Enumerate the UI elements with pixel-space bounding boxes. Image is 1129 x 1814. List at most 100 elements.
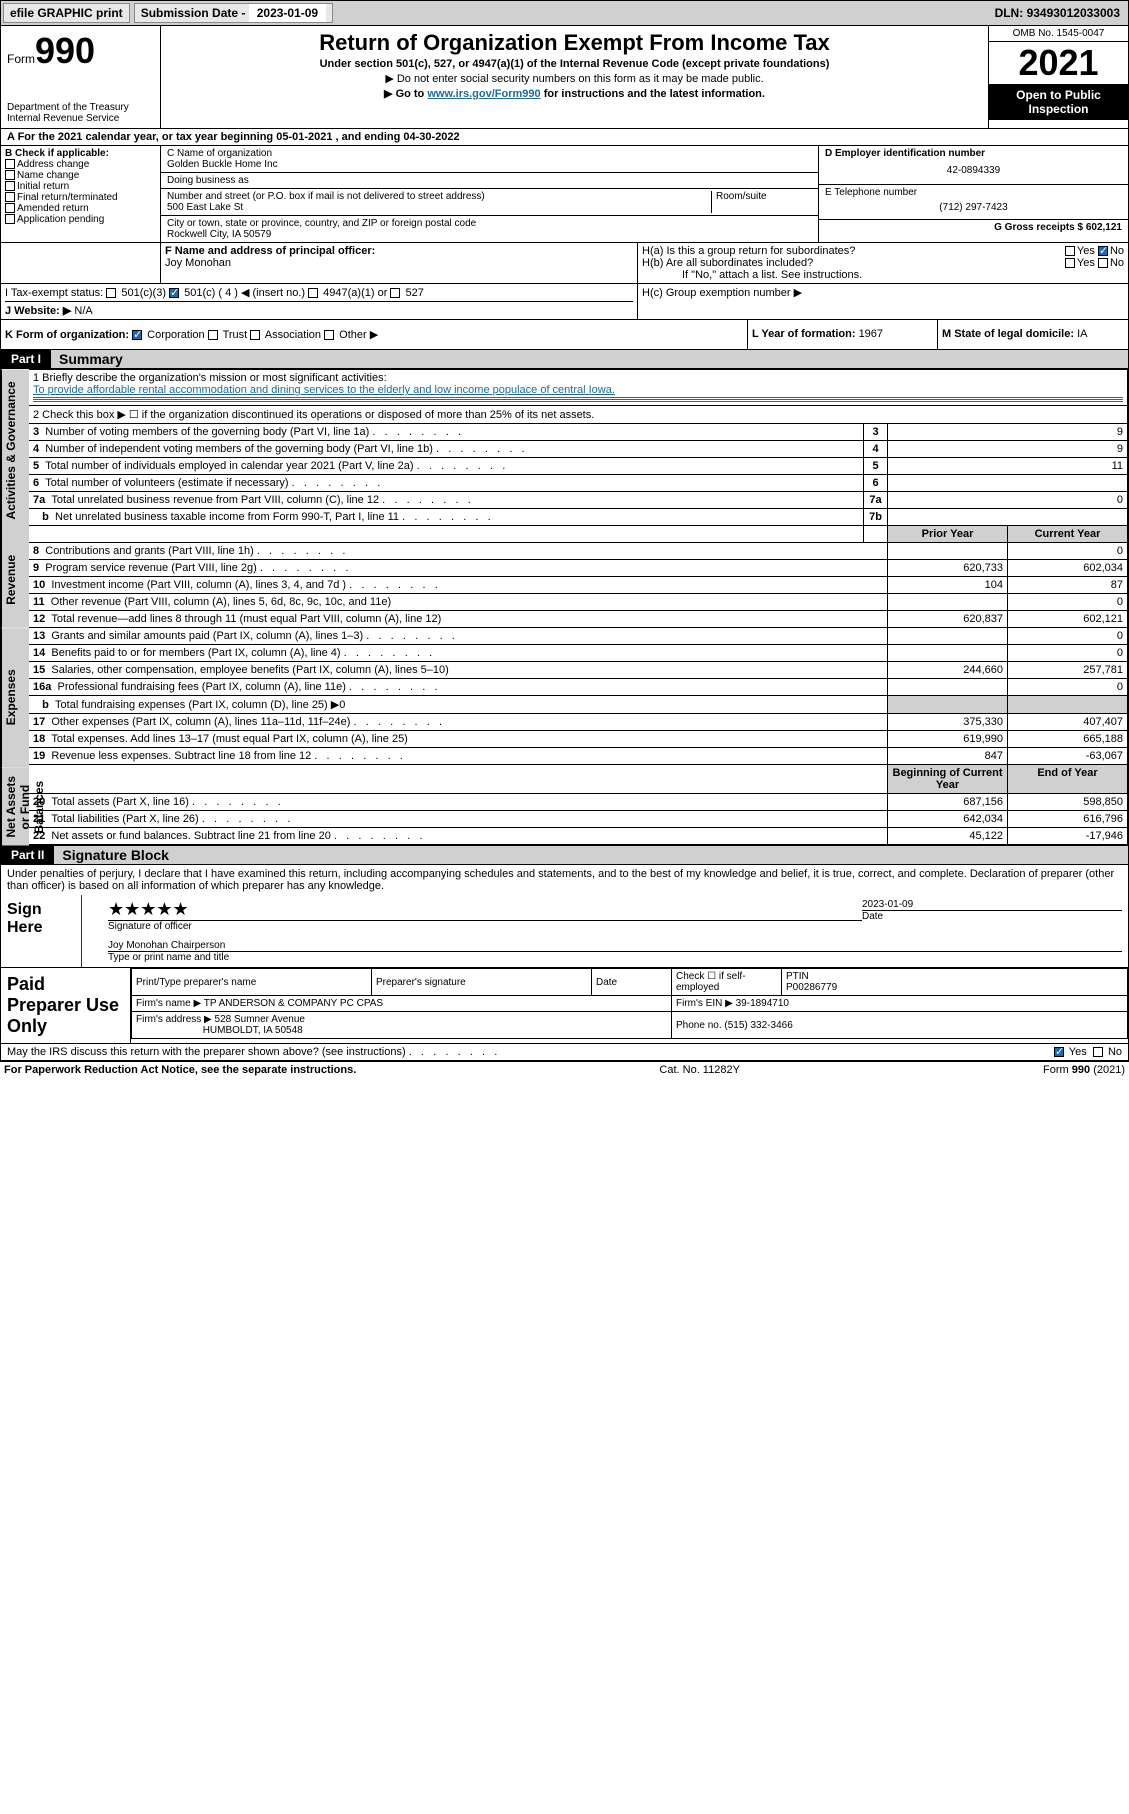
c12: 602,121: [1008, 611, 1128, 628]
lbl-initial-return: Initial return: [17, 181, 69, 192]
chk-final-return[interactable]: Final return/terminated: [5, 192, 156, 203]
chk-name-change[interactable]: Name change: [5, 170, 156, 181]
p18: 619,990: [888, 731, 1008, 748]
row-22: 22 Net assets or fund balances. Subtract…: [29, 828, 1128, 845]
sig-name-title: Joy Monohan Chairperson: [108, 940, 1122, 952]
opt-4947: 4947(a)(1) or: [323, 287, 387, 299]
opt-trust: Trust: [223, 329, 248, 341]
sig-officer-label: Signature of officer: [108, 920, 862, 932]
paid-preparer-label: Paid Preparer Use Only: [1, 968, 131, 1043]
chk-527[interactable]: [390, 288, 400, 298]
form-prefix: Form: [7, 52, 35, 66]
chk-trust[interactable]: [208, 330, 218, 340]
n16a: 16a: [33, 681, 51, 693]
section-d-to-g: D Employer identification number 42-0894…: [818, 146, 1128, 242]
firm-addr-2: HUMBOLDT, IA 50548: [203, 1025, 303, 1036]
discuss-yes-chk[interactable]: [1054, 1047, 1064, 1057]
form-header: Form990 Department of the Treasury Inter…: [0, 26, 1129, 129]
ha-no-chk[interactable]: [1098, 246, 1108, 256]
n11: 11: [33, 596, 45, 608]
form-title: Return of Organization Exempt From Incom…: [167, 30, 982, 56]
b5: 5: [864, 458, 888, 475]
phone-value: (712) 297-7423: [825, 198, 1122, 217]
city-value: Rockwell City, IA 50579: [167, 229, 812, 240]
v6: [888, 475, 1128, 492]
t16a: Professional fundraising fees (Part IX, …: [57, 681, 437, 693]
cat-no: Cat. No. 11282Y: [356, 1064, 1043, 1076]
row-9: 9 Program service revenue (Part VIII, li…: [29, 560, 1128, 577]
t8: Contributions and grants (Part VIII, lin…: [45, 545, 345, 557]
form990-link[interactable]: www.irs.gov/Form990: [427, 88, 540, 100]
part-1-label: Part I: [1, 350, 51, 368]
v7b: [888, 509, 1128, 526]
chk-application-pending[interactable]: Application pending: [5, 214, 156, 225]
row-18: 18 Total expenses. Add lines 13–17 (must…: [29, 731, 1128, 748]
vlabel-revenue: Revenue: [1, 531, 29, 628]
form-subtitle-1: Under section 501(c), 527, or 4947(a)(1)…: [167, 58, 982, 70]
row-16b: b Total fundraising expenses (Part IX, c…: [29, 696, 1128, 714]
hb-yes-chk[interactable]: [1065, 258, 1075, 268]
c15: 257,781: [1008, 662, 1128, 679]
phone-label: E Telephone number: [825, 187, 1122, 198]
taxyear-end: 04-30-2022: [403, 131, 459, 143]
row-17: 17 Other expenses (Part IX, column (A), …: [29, 714, 1128, 731]
hb-yes: Yes: [1077, 257, 1095, 269]
n14: 14: [33, 647, 45, 659]
h-a-row: H(a) Is this a group return for subordin…: [642, 245, 1124, 257]
discuss-no-chk[interactable]: [1093, 1047, 1103, 1057]
b6: 6: [864, 475, 888, 492]
dln-label: DLN:: [995, 6, 1027, 20]
legal-domicile-value: IA: [1077, 328, 1087, 340]
p12: 620,837: [888, 611, 1008, 628]
ha-yes: Yes: [1077, 245, 1095, 257]
chk-address-change[interactable]: Address change: [5, 159, 156, 170]
t12: Total revenue—add lines 8 through 11 (mu…: [51, 613, 441, 625]
prep-date-label: Date: [592, 969, 672, 996]
c22: -17,946: [1008, 828, 1128, 845]
street-value: 500 East Lake St: [167, 202, 711, 213]
c20: 598,850: [1008, 794, 1128, 811]
chk-amended-return[interactable]: Amended return: [5, 203, 156, 214]
p19: 847: [888, 748, 1008, 765]
colhead-curr: Current Year: [1008, 526, 1128, 543]
lbl-address-change: Address change: [17, 159, 89, 170]
sig-date-label: Date: [862, 910, 1122, 922]
chk-association[interactable]: [250, 330, 260, 340]
year-formation-value: 1967: [859, 328, 883, 340]
chk-501c[interactable]: [169, 288, 179, 298]
dln-box: DLN: 93493012033003: [987, 4, 1128, 22]
signature-block: Under penalties of perjury, I declare th…: [0, 865, 1129, 968]
part-2-title: Signature Block: [54, 847, 169, 863]
chk-other[interactable]: [324, 330, 334, 340]
room-label: Room/suite: [716, 191, 812, 202]
chk-corporation[interactable]: [132, 330, 142, 340]
firm-ein-value: 39-1894710: [736, 998, 789, 1009]
chk-initial-return[interactable]: Initial return: [5, 181, 156, 192]
row-21: 21 Total liabilities (Part X, line 26)64…: [29, 811, 1128, 828]
sign-here-label: Sign Here: [1, 895, 81, 967]
b7a: 7a: [864, 492, 888, 509]
firm-phone-value: (515) 332-3466: [724, 1020, 792, 1031]
website-label: J Website: ▶: [5, 305, 71, 317]
open-to-public: Open to Public Inspection: [989, 84, 1128, 120]
hb-no-chk[interactable]: [1098, 258, 1108, 268]
chk-4947[interactable]: [308, 288, 318, 298]
b3: 3: [864, 424, 888, 441]
t21: Total liabilities (Part X, line 26): [51, 813, 290, 825]
taxyear-begin: 05-01-2021: [276, 131, 332, 143]
ha-label: H(a) Is this a group return for subordin…: [642, 245, 855, 257]
dept-treasury: Department of the Treasury: [7, 102, 154, 113]
ha-yes-chk[interactable]: [1065, 246, 1075, 256]
efile-print-button[interactable]: efile GRAPHIC print: [3, 3, 130, 23]
row-8: 8 Contributions and grants (Part VIII, l…: [29, 543, 1128, 560]
perjury-text: Under penalties of perjury, I declare th…: [1, 865, 1128, 895]
t19: Revenue less expenses. Subtract line 18 …: [51, 750, 403, 762]
chk-501c3[interactable]: [106, 288, 116, 298]
row-5: 5 Total number of individuals employed i…: [29, 458, 1128, 475]
paid-preparer-block: Paid Preparer Use Only Print/Type prepar…: [0, 968, 1129, 1044]
opt-527: 527: [406, 287, 424, 299]
t20: Total assets (Part X, line 16): [51, 796, 280, 808]
officer-name: Joy Monohan: [165, 257, 633, 269]
form-number: 990: [35, 30, 95, 71]
discuss-no: No: [1108, 1046, 1122, 1058]
